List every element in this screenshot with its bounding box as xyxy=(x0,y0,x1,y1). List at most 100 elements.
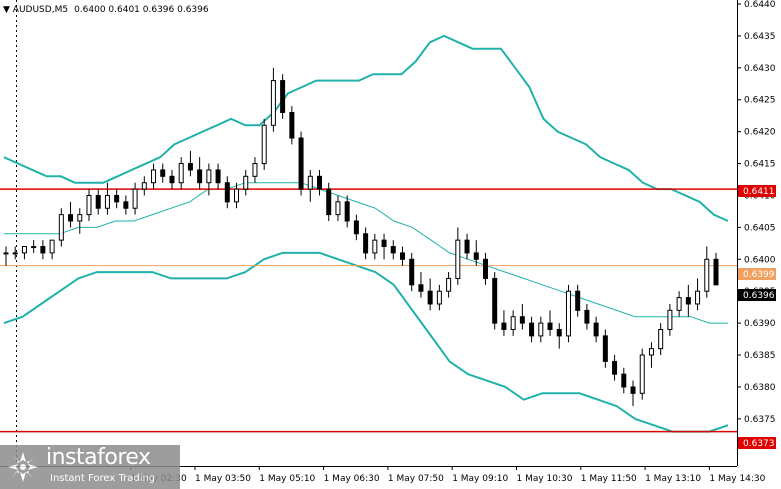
candle-66 xyxy=(612,355,618,381)
candle-29 xyxy=(270,67,276,132)
symbol-label: AUDUSD,M5 xyxy=(13,5,68,15)
tag-current: 0.6396 xyxy=(738,289,776,301)
horizontal-levels xyxy=(0,188,737,433)
candle-body-57 xyxy=(529,322,535,337)
y-tick-label-13: 0.6375 xyxy=(744,415,776,425)
candle-body-0 xyxy=(3,252,9,255)
candle-body-67 xyxy=(621,373,627,388)
y-tick-label-11: 0.6385 xyxy=(744,351,776,361)
candle-7 xyxy=(68,201,74,228)
candle-65 xyxy=(602,329,608,368)
candle-body-49 xyxy=(455,239,461,279)
candle-50 xyxy=(464,233,470,260)
candle-20 xyxy=(187,150,193,177)
tag-resistance-text: 0.6411 xyxy=(743,187,775,197)
candle-68 xyxy=(630,380,636,407)
candle-body-17 xyxy=(160,169,166,177)
candle-76 xyxy=(704,246,710,298)
candle-47 xyxy=(436,284,442,311)
candle-body-34 xyxy=(317,175,323,190)
candle-body-46 xyxy=(427,290,433,305)
candle-body-31 xyxy=(289,112,295,139)
candle-51 xyxy=(473,240,479,266)
candle-body-12 xyxy=(114,194,120,203)
candle-body-72 xyxy=(667,309,673,330)
candle-31 xyxy=(289,106,295,145)
candle-body-29 xyxy=(270,80,276,126)
candle-54 xyxy=(501,310,507,336)
candle-26 xyxy=(243,169,249,196)
candle-body-65 xyxy=(602,335,608,362)
candle-36 xyxy=(335,195,341,221)
candle-64 xyxy=(593,316,599,343)
candle-72 xyxy=(667,303,673,336)
candle-body-35 xyxy=(326,188,332,216)
candle-60 xyxy=(556,323,562,349)
candle-body-68 xyxy=(630,386,636,394)
candle-body-3 xyxy=(31,246,37,249)
candle-27 xyxy=(252,157,258,183)
candle-body-5 xyxy=(49,239,55,254)
tag-current-text: 0.6396 xyxy=(743,291,775,301)
x-tick-label-4: 1 May 07:50 xyxy=(388,474,444,484)
candle-44 xyxy=(409,252,415,292)
candle-body-66 xyxy=(612,360,618,375)
candle-75 xyxy=(695,278,701,311)
x-tick-label-6: 1 May 10:30 xyxy=(517,474,573,484)
candle-48 xyxy=(446,272,452,298)
candle-body-76 xyxy=(704,258,710,292)
x-tick-label-8: 1 May 13:10 xyxy=(645,474,701,484)
candle-37 xyxy=(344,195,350,228)
candle-body-28 xyxy=(261,124,267,165)
candle-body-18 xyxy=(169,175,175,184)
candle-body-20 xyxy=(187,163,193,171)
candle-8 xyxy=(77,208,83,234)
candle-25 xyxy=(234,182,240,209)
tag-support: 0.6373 xyxy=(738,437,776,449)
candle-23 xyxy=(215,163,221,190)
candle-body-27 xyxy=(252,163,258,177)
candle-body-24 xyxy=(224,182,230,203)
candle-52 xyxy=(482,252,488,285)
candle-3 xyxy=(31,240,37,253)
candle-body-40 xyxy=(372,239,378,254)
candle-33 xyxy=(307,169,313,202)
candle-9 xyxy=(86,189,92,221)
candle-35 xyxy=(326,182,332,221)
candle-71 xyxy=(658,323,664,356)
candle-body-59 xyxy=(547,322,553,330)
candle-42 xyxy=(390,240,396,260)
candle-32 xyxy=(298,131,304,196)
candle-body-13 xyxy=(123,201,129,209)
candle-body-69 xyxy=(639,354,645,394)
candle-body-25 xyxy=(234,188,240,203)
candle-5 xyxy=(49,239,55,260)
candle-body-2 xyxy=(21,246,27,254)
candle-67 xyxy=(621,367,627,394)
candle-body-1 xyxy=(12,252,18,255)
candle-body-74 xyxy=(685,297,691,305)
candle-body-4 xyxy=(40,246,46,254)
candle-24 xyxy=(224,176,230,209)
candle-77 xyxy=(713,252,719,286)
candle-body-50 xyxy=(464,239,470,254)
candle-body-10 xyxy=(95,194,101,209)
candle-body-54 xyxy=(501,322,507,330)
y-tick-label-10: 0.6390 xyxy=(744,319,776,329)
candle-body-37 xyxy=(344,201,350,222)
candle-10 xyxy=(95,189,101,215)
x-tick-label-1: 1 May 03:50 xyxy=(195,474,251,484)
candle-61 xyxy=(565,284,571,343)
candle-53 xyxy=(492,272,498,330)
candle-12 xyxy=(114,189,120,209)
candle-body-7 xyxy=(68,214,74,222)
lower-band xyxy=(3,251,729,433)
candle-39 xyxy=(363,227,369,260)
candle-63 xyxy=(584,303,590,330)
candle-body-38 xyxy=(353,220,359,235)
candle-0 xyxy=(3,246,9,266)
candle-30 xyxy=(280,74,286,119)
candle-4 xyxy=(40,240,46,260)
candle-body-23 xyxy=(215,169,221,184)
